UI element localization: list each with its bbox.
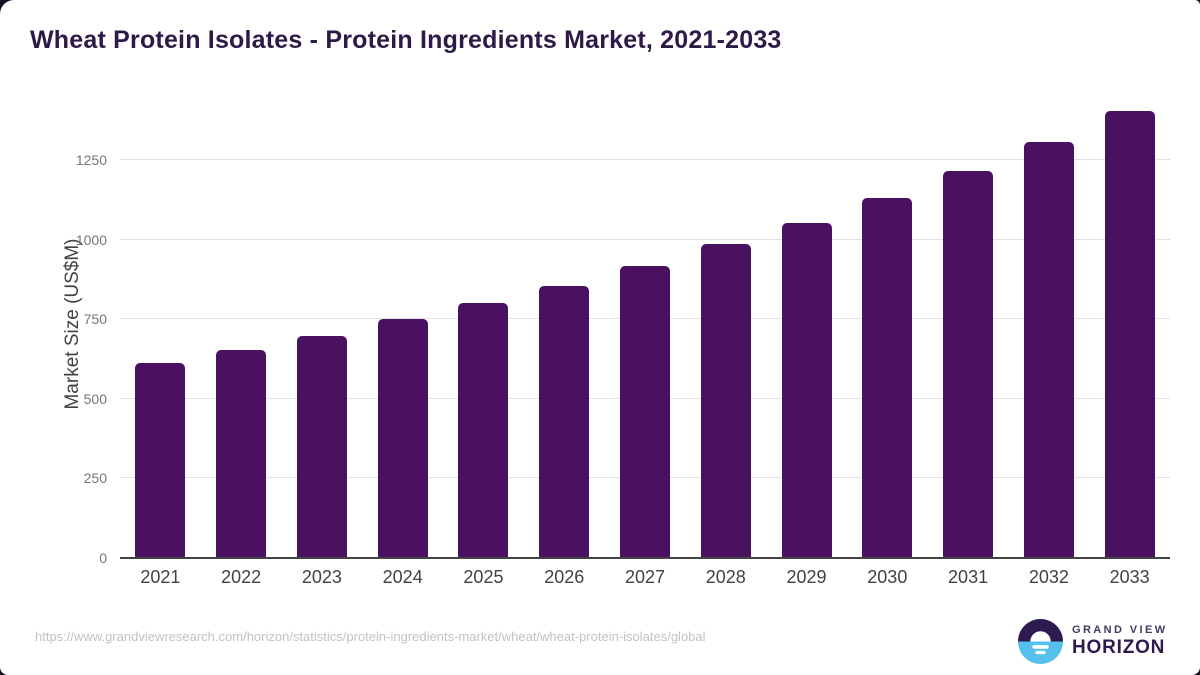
grand-view-horizon-logo: GRAND VIEW HORIZON xyxy=(1018,618,1183,664)
x-tick-label-2029: 2029 xyxy=(786,567,827,587)
x-tick-label-2032: 2032 xyxy=(1028,567,1069,587)
y-tick-label-1250: 1250 xyxy=(75,151,107,168)
y-tick-label-250: 250 xyxy=(83,470,107,487)
bar-2026[interactable] xyxy=(539,285,590,558)
x-tick-label-2033: 2033 xyxy=(1109,567,1150,587)
logo-text: GRAND VIEW HORIZON xyxy=(1072,624,1168,658)
chart-title: Wheat Protein Isolates - Protein Ingredi… xyxy=(30,26,782,54)
horizon-circle-icon xyxy=(1018,618,1063,664)
bar-2023[interactable] xyxy=(296,336,347,558)
x-axis-line xyxy=(120,557,1170,559)
y-tick-label-0: 0 xyxy=(99,550,107,566)
gridline-1000 xyxy=(120,238,1170,240)
x-tick-label-2030: 2030 xyxy=(867,567,908,587)
y-tick-label-500: 500 xyxy=(83,390,107,407)
source-url: https://www.grandviewresearch.com/horizo… xyxy=(35,629,706,644)
x-tick-label-2028: 2028 xyxy=(705,567,746,587)
x-tick-label-2023: 2023 xyxy=(301,567,342,587)
bar-2029[interactable] xyxy=(781,222,832,558)
bar-2021[interactable] xyxy=(135,363,186,558)
logo-brand-top: GRAND VIEW xyxy=(1072,624,1168,636)
bar-2024[interactable] xyxy=(377,319,428,558)
gridline-1250 xyxy=(120,158,1170,160)
bar-2031[interactable] xyxy=(943,171,994,558)
bar-2022[interactable] xyxy=(216,350,267,558)
y-tick-label-1000: 1000 xyxy=(75,231,107,248)
x-tick-label-2021: 2021 xyxy=(140,567,181,587)
y-tick-label-750: 750 xyxy=(83,311,107,328)
x-tick-label-2026: 2026 xyxy=(544,567,585,587)
plot-area xyxy=(120,100,1170,559)
bar-2028[interactable] xyxy=(700,243,751,558)
x-tick-label-2031: 2031 xyxy=(948,567,989,587)
x-tick-label-2022: 2022 xyxy=(221,567,262,587)
bar-2025[interactable] xyxy=(458,302,509,558)
y-axis-tick-labels: 0 250 500 750 1000 1250 xyxy=(30,100,107,566)
bar-2032[interactable] xyxy=(1023,142,1074,558)
logo-brand-bottom: HORIZON xyxy=(1072,637,1166,658)
x-tick-label-2025: 2025 xyxy=(463,567,504,587)
bar-2027[interactable] xyxy=(620,265,670,558)
bar-2033[interactable] xyxy=(1104,110,1155,558)
x-axis-tick-labels: 2021 2022 2023 2024 2025 2026 2027 2028 2029 2030… xyxy=(120,567,1170,591)
x-tick-label-2024: 2024 xyxy=(382,567,423,587)
x-tick-label-2027: 2027 xyxy=(624,567,666,587)
bar-2030[interactable] xyxy=(862,197,913,558)
